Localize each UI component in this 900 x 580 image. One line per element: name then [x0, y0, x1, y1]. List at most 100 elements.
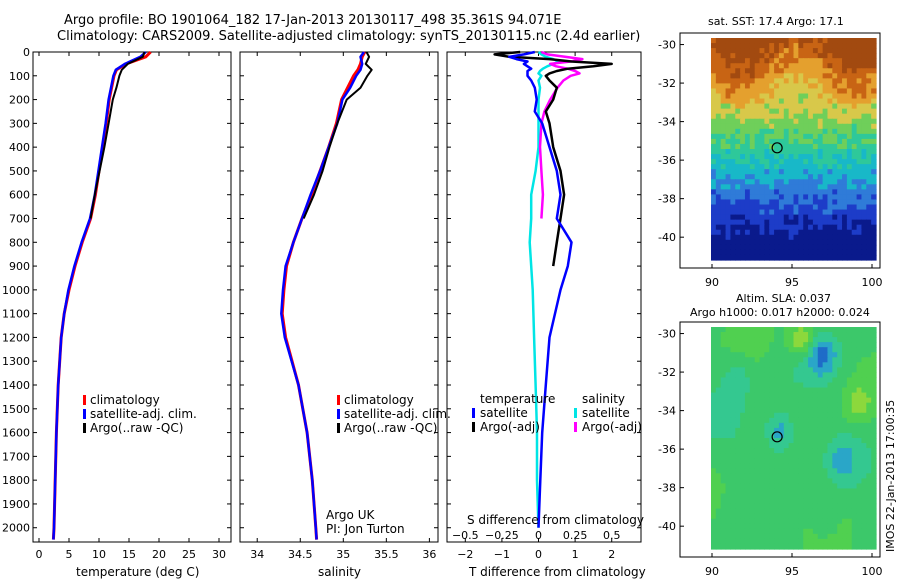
map-cell	[827, 327, 833, 333]
series-line-temperature-satellite	[507, 50, 573, 528]
map-cell	[808, 332, 814, 338]
map-cell	[754, 397, 761, 404]
map-cell	[764, 78, 770, 85]
map-cell	[764, 463, 770, 469]
map-cell	[871, 219, 877, 226]
map-cell	[837, 224, 843, 231]
map-cell	[735, 194, 741, 201]
legend-label: satellite	[582, 406, 630, 420]
map-cell	[740, 508, 746, 515]
y-tick-label: -36	[658, 154, 676, 167]
map-cell	[749, 417, 756, 424]
map-cell	[711, 53, 717, 59]
map-cell	[749, 533, 756, 540]
map-cell	[817, 362, 824, 368]
map-cell	[715, 518, 722, 525]
map-cell	[715, 432, 722, 439]
map-cell	[837, 234, 843, 241]
map-cell	[822, 352, 829, 358]
map-cell	[764, 143, 770, 150]
map-cell	[725, 73, 732, 79]
map-cell	[764, 332, 770, 338]
map-cell	[856, 327, 863, 333]
map-cell	[798, 108, 804, 115]
map-cell	[817, 43, 824, 49]
map-cell	[846, 453, 853, 459]
map-cell	[832, 508, 838, 515]
map-cell	[778, 118, 785, 125]
map-cell	[822, 473, 829, 479]
map-cell	[711, 229, 717, 236]
map-cell	[827, 432, 833, 439]
map-cell	[861, 412, 867, 419]
map-cell	[759, 463, 765, 469]
map-cell	[856, 347, 863, 353]
map-cell	[812, 204, 819, 211]
map-cell	[735, 443, 741, 449]
map-cell	[749, 184, 756, 190]
map-cell	[735, 209, 741, 216]
map-cell	[832, 88, 838, 95]
map-cell	[720, 189, 727, 196]
map-cell	[822, 337, 829, 343]
map-cell	[793, 214, 799, 221]
map-cell	[774, 138, 780, 145]
map-cell	[798, 538, 804, 545]
map-cell	[827, 88, 833, 95]
map-cell	[764, 138, 770, 145]
map-cell	[812, 387, 819, 394]
map-cell	[871, 133, 877, 140]
map-cell	[754, 98, 761, 105]
map-cell	[808, 528, 814, 535]
map-cell	[798, 123, 804, 130]
map-cell	[803, 367, 809, 374]
map-cell	[778, 194, 785, 201]
map-cell	[740, 63, 746, 69]
map-cell	[812, 332, 819, 338]
map-cell	[846, 503, 853, 510]
map-cell	[725, 169, 732, 175]
map-cell	[788, 103, 795, 110]
map-cell	[817, 224, 824, 231]
map-cell	[711, 523, 717, 530]
map-cell	[817, 463, 824, 469]
map-cell	[846, 98, 853, 105]
map-cell	[778, 397, 785, 404]
map-cell	[803, 503, 809, 510]
map-cell	[711, 179, 717, 185]
map-cell	[711, 483, 717, 490]
map-cell	[778, 523, 785, 530]
map-cell	[793, 194, 799, 201]
map-cell	[759, 422, 765, 429]
map-cell	[856, 443, 863, 449]
map-cell	[759, 103, 765, 110]
map-cell	[832, 407, 838, 414]
map-cell	[720, 518, 727, 525]
map-cell	[822, 63, 829, 69]
map-cell	[711, 103, 717, 110]
map-cell	[812, 249, 819, 256]
map-cell	[851, 422, 858, 429]
map-cell	[851, 518, 858, 525]
map-cell	[846, 443, 853, 449]
map-cell	[808, 128, 814, 135]
map-cell	[735, 432, 741, 439]
map-cell	[769, 392, 775, 399]
map-cell	[720, 468, 727, 474]
map-cell	[846, 138, 853, 145]
map-cell	[720, 357, 727, 363]
map-cell	[744, 244, 751, 251]
map-cell	[783, 493, 790, 500]
map-cell	[711, 249, 717, 256]
map-cell	[851, 417, 858, 424]
map-cell	[764, 468, 770, 474]
map-cell	[754, 438, 761, 444]
map-cell	[725, 194, 732, 201]
map-cell	[764, 214, 770, 221]
map-cell	[740, 362, 746, 368]
map-cell	[744, 103, 751, 110]
map-cell	[832, 347, 838, 353]
map-cell	[798, 367, 804, 374]
map-cell	[817, 138, 824, 145]
map-cell	[711, 412, 717, 419]
